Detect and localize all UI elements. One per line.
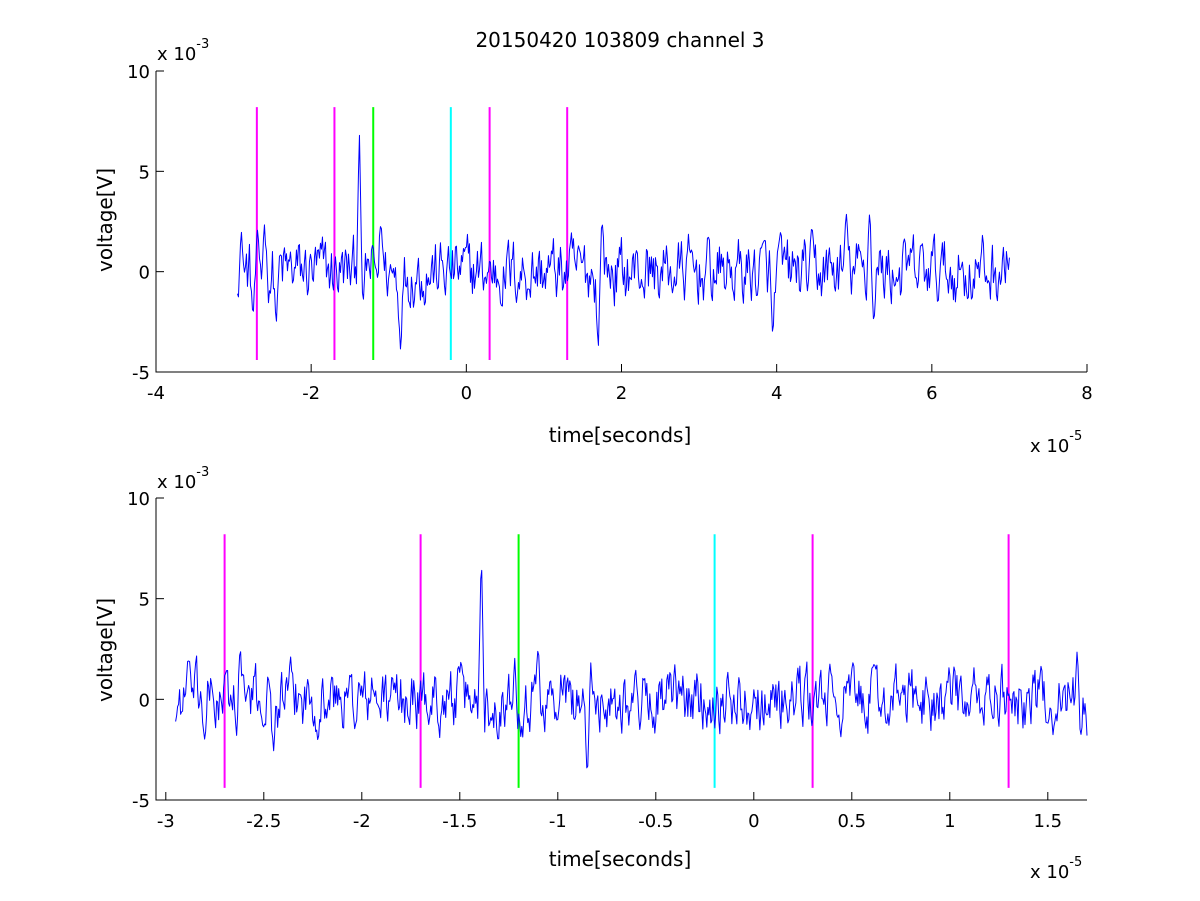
top-plot-xtick-label: 4 (771, 383, 782, 404)
bottom-plot-ytick-label: 0 (139, 690, 150, 711)
top-plot-ytick-label: -5 (132, 363, 150, 384)
top-plot-x-multiplier-base: x 10 (1030, 436, 1069, 457)
bottom-plot-x-multiplier: x 10-5 (1030, 855, 1082, 883)
bottom-plot-axes (155, 498, 1087, 801)
top-plot-y-multiplier-exponent: -3 (196, 37, 209, 52)
top-plot-xtick-label: 8 (1081, 383, 1092, 404)
top-plot-y-multiplier: x 10-3 (157, 37, 209, 65)
top-plot-y-multiplier-base: x 10 (157, 44, 196, 65)
figure-title: 20150420 103809 channel 3 (475, 28, 764, 52)
top-plot: -4 -2 0 2 4 6 8 -5 0 5 10 time[seconds] voltage[V]… (93, 37, 1093, 457)
bottom-plot-ytick-label: -5 (132, 791, 150, 812)
top-plot-ytick-label: 5 (139, 162, 150, 183)
top-plot-ytick-label: 10 (127, 62, 150, 83)
top-plot-ylabel: voltage[V] (93, 168, 117, 272)
bottom-plot-y-multiplier: x 10-3 (157, 465, 209, 493)
bottom-plot-xtick-label: 1.5 (1033, 811, 1062, 832)
bottom-plot-xtick-label: 0 (748, 811, 759, 832)
bottom-plot-xtick-label: -0.5 (638, 811, 673, 832)
top-plot-x-multiplier: x 10-5 (1030, 429, 1082, 457)
bottom-plot-markers (223, 534, 1010, 788)
top-plot-xtick-label: 6 (926, 383, 937, 404)
bottom-plot-y-multiplier-exponent: -3 (196, 465, 209, 480)
bottom-plot-xtick-label: -1.5 (442, 811, 477, 832)
bottom-plot-y-multiplier-base: x 10 (157, 472, 196, 493)
top-plot-x-multiplier-exponent: -5 (1069, 429, 1082, 444)
bottom-plot-ytick-label: 10 (127, 489, 150, 510)
bottom-plot-x-multiplier-base: x 10 (1030, 862, 1069, 883)
top-plot-axes (155, 71, 1087, 373)
bottom-plot: -3 -2.5 -2 -1.5 -1 -0.5 0 0.5 1 1.5 -5 0 5 10 time[se… (93, 465, 1088, 883)
bottom-plot-ytick-label: 5 (139, 590, 150, 611)
top-plot-xtick-label: 0 (461, 383, 472, 404)
bottom-plot-xtick-label: 1 (944, 811, 955, 832)
bottom-plot-xlabel: time[seconds] (549, 847, 692, 871)
bottom-plot-x-multiplier-exponent: -5 (1069, 855, 1082, 870)
top-plot-ytick-label: 0 (139, 263, 150, 284)
top-plot-ticks: -4 -2 0 2 4 6 8 -5 0 5 10 (127, 62, 1093, 404)
bottom-plot-ticks: -3 -2.5 -2 -1.5 -1 -0.5 0 0.5 1 1.5 -5 0 5 10 (127, 489, 1062, 832)
bottom-plot-ylabel: voltage[V] (93, 598, 117, 702)
bottom-plot-xtick-label: -2 (353, 811, 371, 832)
top-plot-xtick-label: 2 (616, 383, 627, 404)
top-plot-signal (236, 134, 1010, 350)
bottom-plot-xtick-label: -3 (157, 811, 175, 832)
top-plot-xtick-label: -4 (147, 383, 165, 404)
bottom-plot-xtick-label: 0.5 (837, 811, 866, 832)
top-plot-xtick-label: -2 (302, 383, 320, 404)
bottom-plot-xtick-label: -2.5 (246, 811, 281, 832)
bottom-plot-xtick-label: -1 (549, 811, 567, 832)
top-plot-markers (255, 107, 569, 360)
bottom-plot-signal (175, 569, 1088, 769)
top-plot-xlabel: time[seconds] (549, 423, 692, 447)
